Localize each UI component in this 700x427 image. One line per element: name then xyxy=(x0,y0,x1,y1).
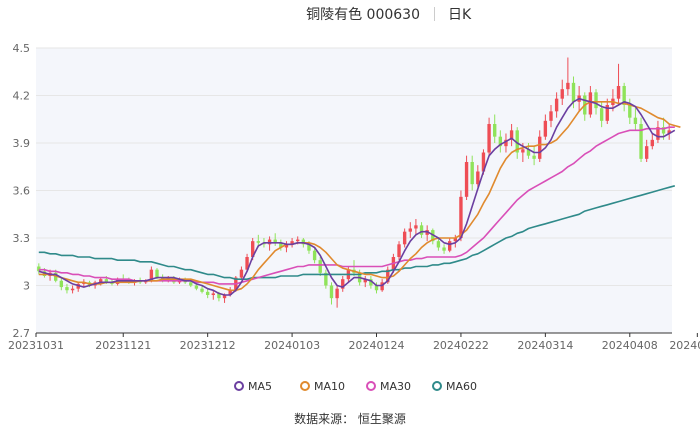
candle xyxy=(532,146,536,166)
candle xyxy=(509,124,514,147)
legend-item-ma60[interactable]: MA60 xyxy=(432,378,477,394)
legend-label-ma60: MA60 xyxy=(446,379,478,393)
candle xyxy=(464,155,469,200)
data-source: 数据来源： 恒生聚源 xyxy=(294,412,406,426)
candle xyxy=(656,120,660,143)
candle xyxy=(504,133,508,153)
candle xyxy=(442,244,446,254)
title-divider xyxy=(434,7,435,21)
candle xyxy=(200,285,204,294)
candle xyxy=(554,92,559,118)
candle xyxy=(447,238,452,253)
candle xyxy=(414,219,418,235)
y-tick-label: 3.9 xyxy=(13,137,31,150)
candle xyxy=(312,247,317,264)
candle xyxy=(549,105,553,128)
candle xyxy=(538,130,542,162)
grid-lines xyxy=(36,47,672,334)
y-tick-label: 3.6 xyxy=(13,185,31,198)
candle xyxy=(408,222,412,238)
legend-label-ma10: MA10 xyxy=(314,379,346,393)
candle xyxy=(566,57,570,96)
candle xyxy=(329,282,334,305)
y-axis: 2.7 3 3.3 3.6 3.9 4.2 4.5 xyxy=(13,42,31,340)
candle xyxy=(487,117,491,156)
y-tick-label: 4.2 xyxy=(13,90,31,103)
candle xyxy=(616,63,621,105)
x-tick-label: 20231212 xyxy=(180,339,236,352)
ma60-line xyxy=(38,185,676,281)
x-axis: 20231031 20231121 20231212 20240103 20240124… xyxy=(8,332,700,352)
x-tick-label: 20240103 xyxy=(264,339,320,352)
legend-item-ma5[interactable]: MA5 xyxy=(234,378,272,394)
candle xyxy=(37,263,41,275)
x-tick-label: 20240408 xyxy=(602,339,658,352)
candlestick-chart: 2.733.33.63.94.24.5 20231031 20231121 2023… xyxy=(8,42,700,352)
candle xyxy=(65,283,69,294)
candle xyxy=(644,139,649,162)
candle xyxy=(374,282,379,294)
candle xyxy=(633,108,638,131)
candle xyxy=(453,234,457,248)
x-tick-label: 20231121 xyxy=(95,339,151,352)
candle xyxy=(650,133,654,150)
candle xyxy=(543,114,548,140)
x-tick-label: 20240314 xyxy=(517,339,573,352)
candle xyxy=(279,239,283,251)
y-tick-label: 4.5 xyxy=(13,42,31,55)
candle xyxy=(369,276,373,289)
candle xyxy=(324,269,328,289)
candle xyxy=(273,233,277,246)
candle xyxy=(290,238,294,248)
legend-marker-ma10 xyxy=(300,381,310,391)
legend-item-ma10[interactable]: MA10 xyxy=(300,378,345,394)
candles xyxy=(37,57,671,308)
candle xyxy=(470,155,474,191)
y-tick-label: 3.3 xyxy=(13,232,31,245)
moving-average-lines xyxy=(38,97,681,296)
x-tick-label: 20231031 xyxy=(8,339,64,352)
legend-label-ma5: MA5 xyxy=(248,379,273,393)
candle xyxy=(239,266,244,280)
candle xyxy=(284,241,289,253)
candle xyxy=(59,277,64,291)
candle xyxy=(605,98,609,124)
ma5-line xyxy=(38,97,676,296)
candle xyxy=(622,82,626,112)
x-tick-label: 20240124 xyxy=(349,339,405,352)
legend-marker-ma60 xyxy=(432,381,442,391)
candle xyxy=(639,117,643,162)
candle xyxy=(419,222,424,238)
candle xyxy=(245,253,249,272)
candle xyxy=(363,276,367,288)
candle xyxy=(70,285,75,294)
chart-title: 铜陵有色 000630 xyxy=(306,7,420,23)
x-tick-label: 20240222 xyxy=(433,339,489,352)
candle xyxy=(493,114,497,143)
candle xyxy=(402,228,407,248)
x-tick-label: 20240426 xyxy=(669,339,700,352)
candle xyxy=(476,165,480,188)
chart-header: 铜陵有色 000630 日K xyxy=(0,4,700,26)
candle xyxy=(205,288,210,299)
y-tick-label: 3 xyxy=(23,280,30,293)
candle xyxy=(560,79,564,105)
y-tick-label: 2.7 xyxy=(13,327,31,340)
candle xyxy=(397,241,401,261)
candle xyxy=(341,276,345,292)
candle xyxy=(211,290,215,300)
candle xyxy=(335,285,339,308)
candle xyxy=(436,238,441,251)
candle xyxy=(318,257,322,276)
legend-item-ma30[interactable]: MA30 xyxy=(366,378,411,394)
candle xyxy=(498,130,503,153)
legend-marker-ma30 xyxy=(366,381,376,391)
legend-label-ma30: MA30 xyxy=(380,379,412,393)
legend-marker-ma5 xyxy=(234,381,244,391)
candle xyxy=(459,190,463,242)
chart-legend: MA5 MA10 MA30 MA60 xyxy=(0,378,700,394)
period-label: 日K xyxy=(448,7,472,23)
